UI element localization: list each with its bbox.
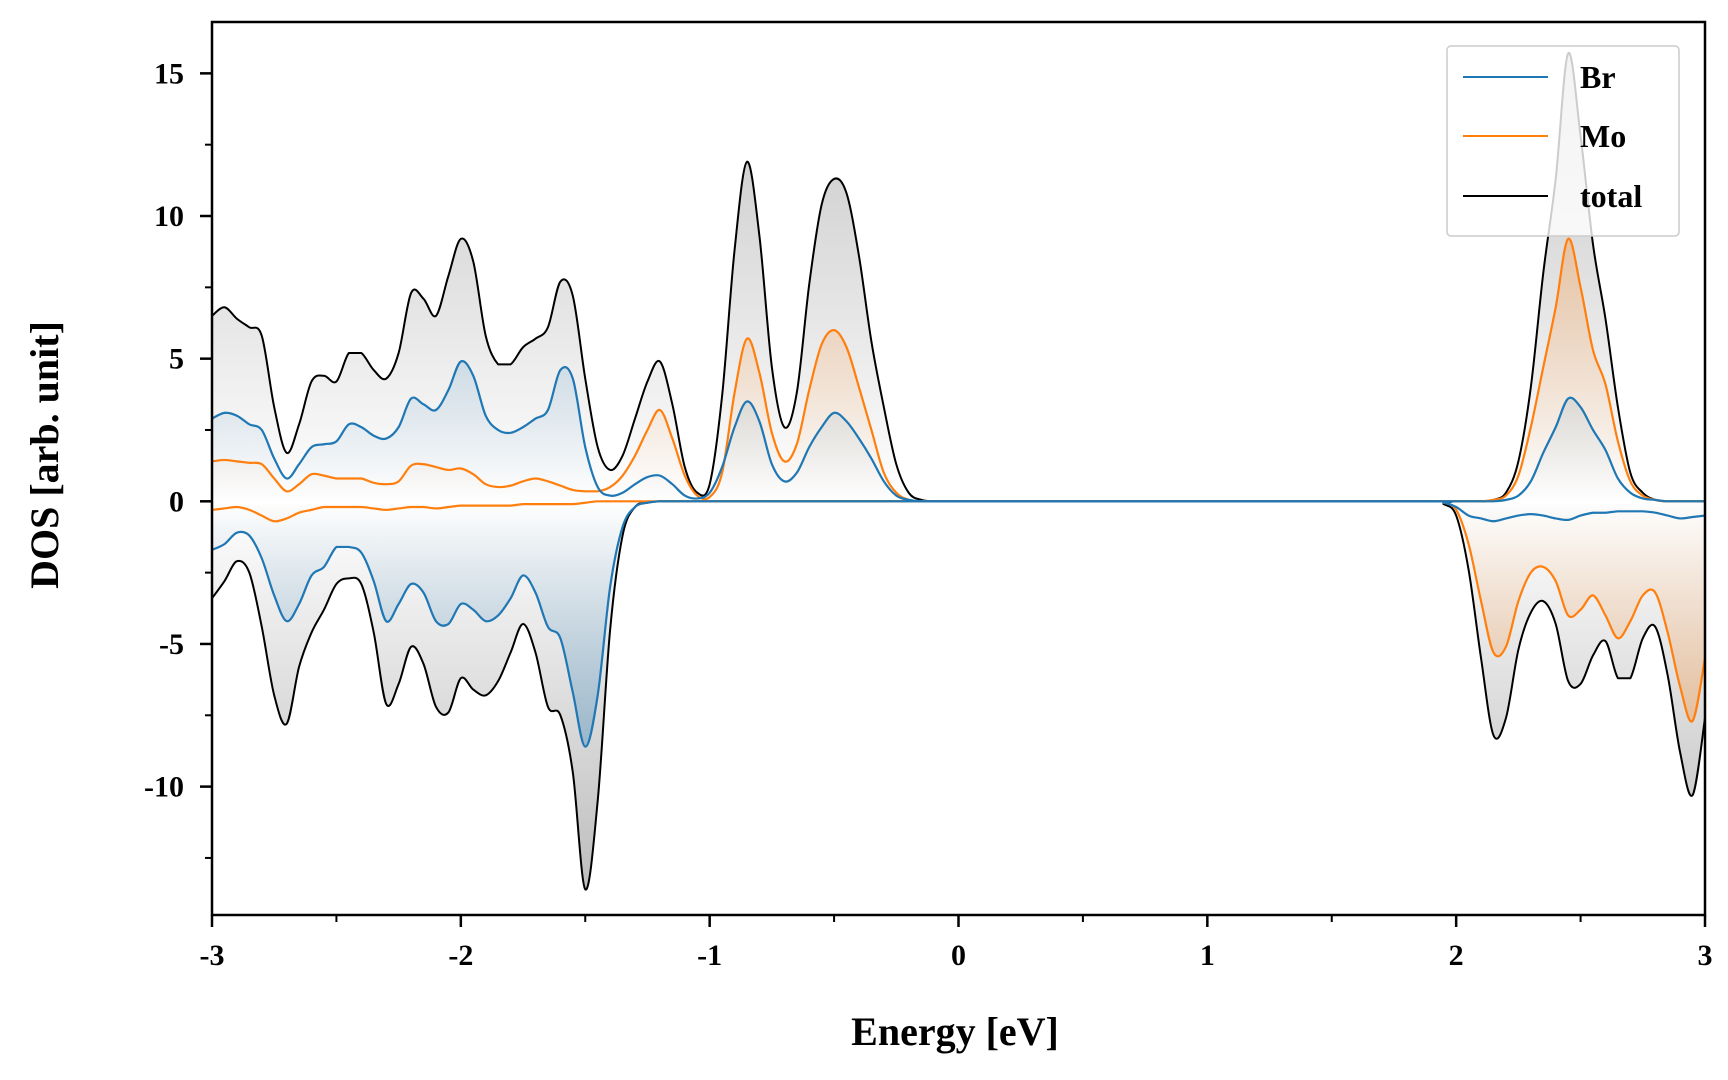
axis-titles: Energy [eV] DOS [arb. unit] [22, 321, 1059, 1054]
x-tick-label: 1 [1200, 939, 1215, 972]
fill-br-down [212, 501, 1705, 747]
legend-label-mo: Mo [1580, 118, 1626, 154]
fill-total [212, 52, 1705, 502]
x-tick-label: -3 [200, 939, 225, 972]
y-axis-title: DOS [arb. unit] [22, 321, 67, 589]
legend-label-total: total [1580, 178, 1642, 214]
fill-mo-down [212, 501, 1705, 722]
legend-box [1446, 45, 1680, 237]
fill-br [212, 361, 1705, 502]
x-axis-title: Energy [eV] [851, 1009, 1059, 1054]
x-tick-label: 2 [1449, 939, 1464, 972]
x-tick-label: 3 [1698, 939, 1713, 972]
axis-ticks [200, 72, 1707, 927]
x-tick-label: -2 [448, 939, 473, 972]
legend: Br Mo total [1446, 45, 1680, 237]
y-tick-label: 5 [169, 343, 184, 376]
fill-areas [212, 52, 1705, 890]
y-tick-label: 0 [169, 485, 184, 518]
series-line-mo [211, 237, 1705, 503]
y-tick-label: 15 [154, 57, 184, 90]
y-tick-label: -5 [159, 628, 184, 661]
legend-label-br: Br [1580, 59, 1616, 95]
series-lines [211, 52, 1707, 891]
series-line-br-down [211, 500, 1706, 748]
series-line-total [211, 52, 1705, 503]
series-line-br [211, 360, 1705, 503]
x-tick-label: -1 [697, 939, 722, 972]
x-tick-label: 0 [951, 939, 966, 972]
y-tick-label: -10 [144, 771, 184, 804]
y-tick-label: 10 [154, 200, 184, 233]
